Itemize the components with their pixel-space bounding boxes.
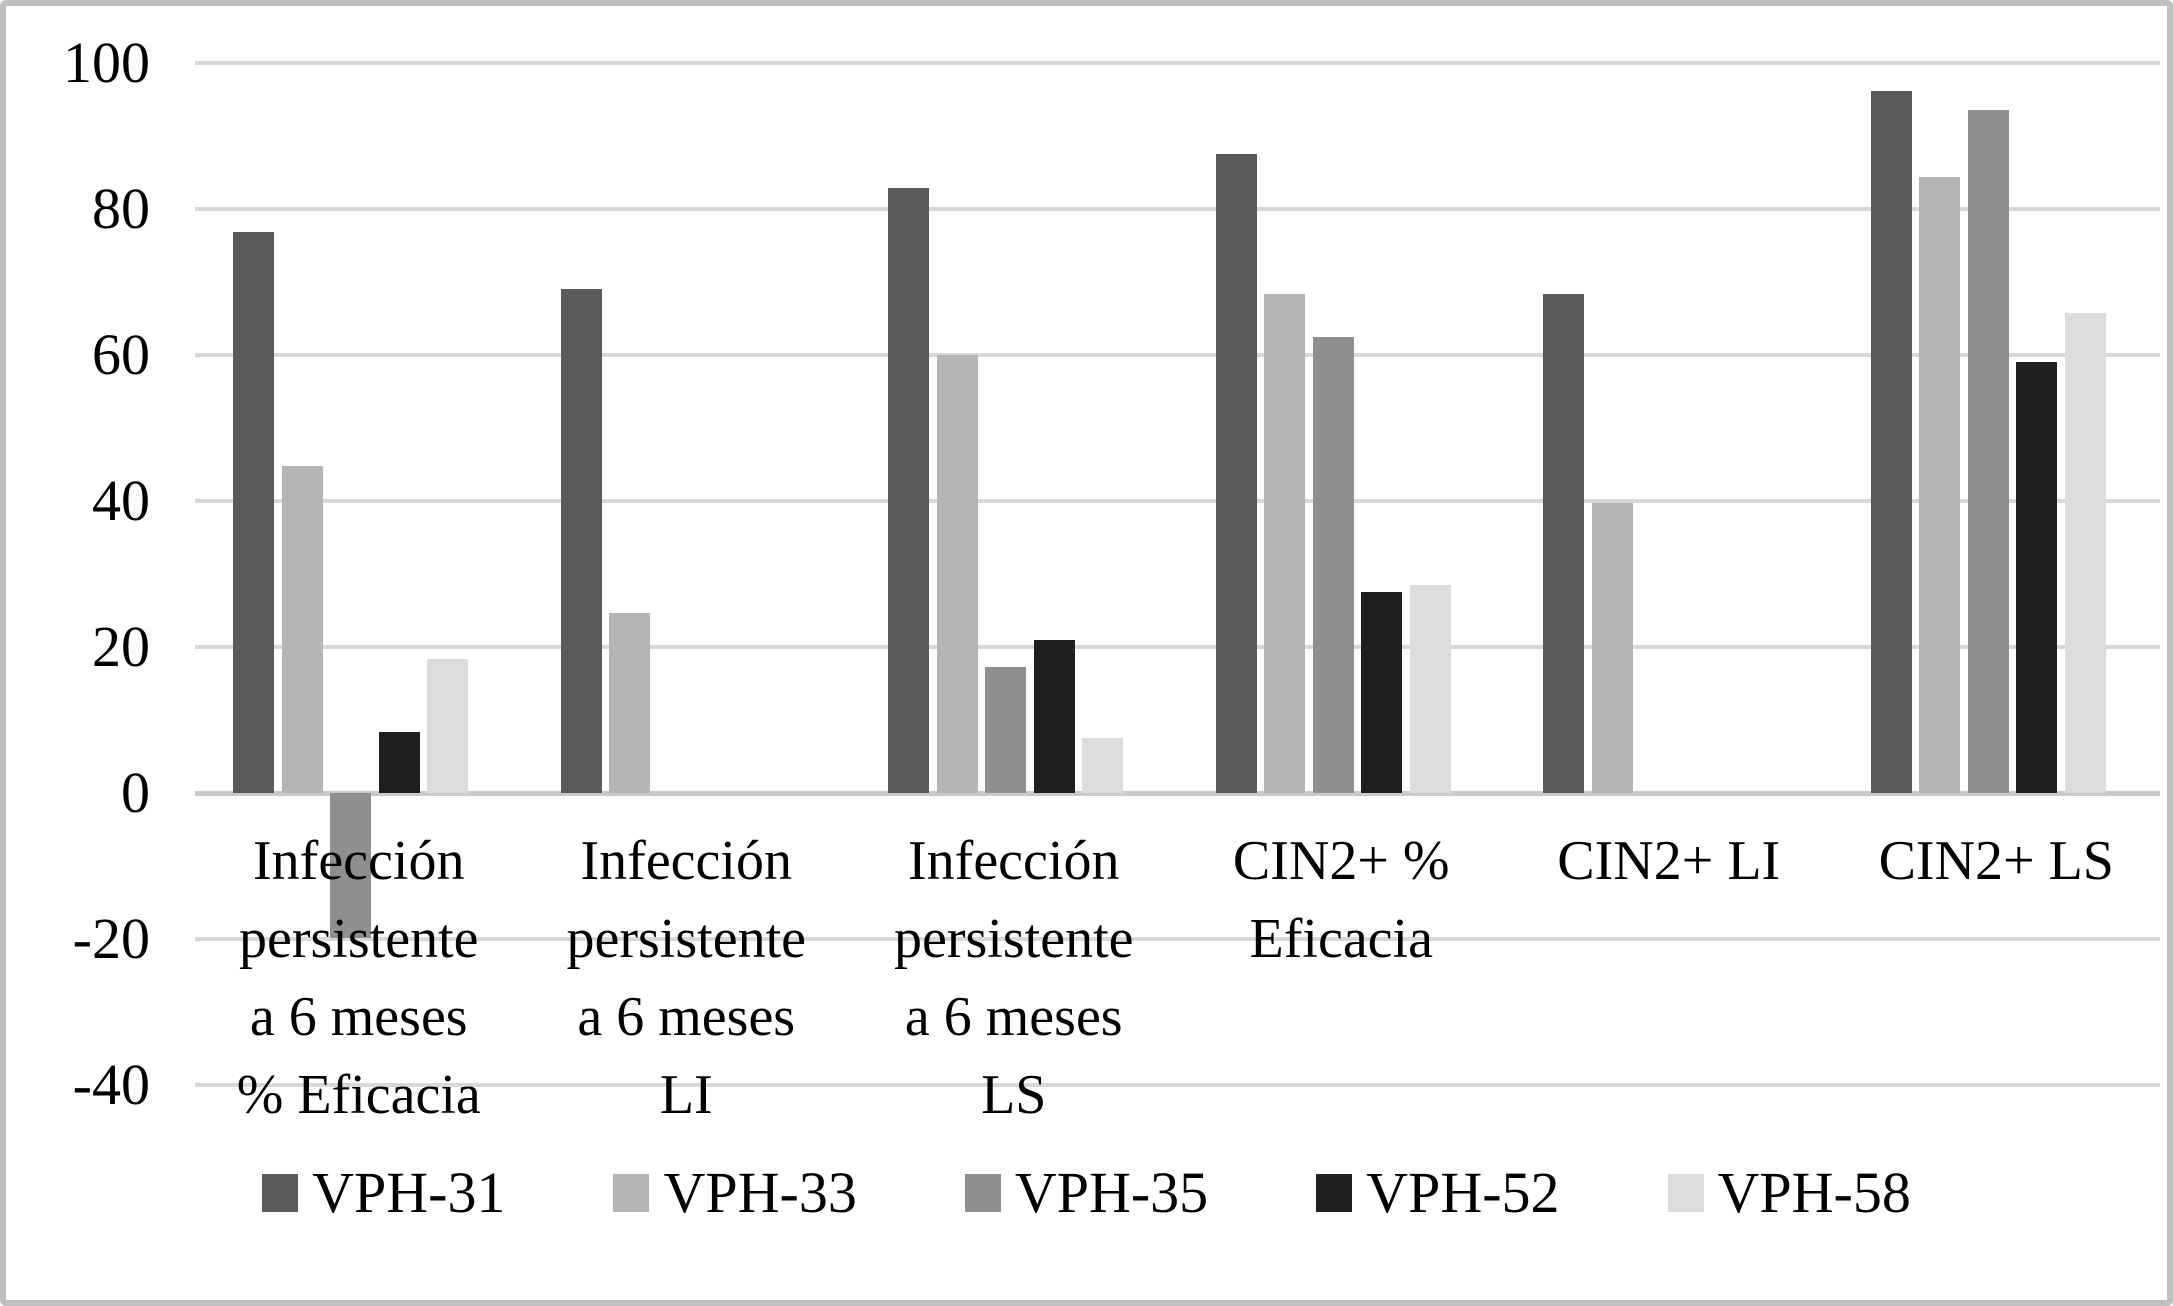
- x-axis-category-label: CIN2+ LS: [1878, 830, 2114, 892]
- bar-vph-58-cat3: [1082, 738, 1123, 793]
- legend-swatch-icon: [613, 1174, 650, 1212]
- bar-vph-58-cat6: [2064, 313, 2106, 793]
- bar-vph-33-cat3: [936, 355, 978, 793]
- bar-vph-33-cat2: [609, 613, 650, 793]
- legend-item-vph-52: VPH-52: [1316, 1160, 1560, 1225]
- bar-vph-35-cat6: [1967, 109, 2009, 793]
- bar-vph-31-cat1: [233, 232, 274, 793]
- legend-label: VPH-33: [663, 1160, 857, 1225]
- zero-axis-line: [195, 790, 2160, 796]
- legend: VPH-31 VPH-33 VPH-35 VPH-52 VPH-58: [0, 1163, 2173, 1223]
- bar-vph-31-cat4: [1215, 154, 1257, 793]
- bar-vph-58-cat4: [1409, 584, 1451, 793]
- x-axis-category-label: CIN2+ LI: [1557, 830, 1781, 892]
- bar-vph-52-cat1: [378, 732, 420, 793]
- bar-vph-35-cat1: [330, 793, 371, 938]
- x-axis-category-label: Infección persistente a 6 meses LS: [894, 830, 1134, 1126]
- bar-vph-58-cat1: [427, 659, 468, 793]
- bar-vph-52-cat4: [1361, 591, 1402, 793]
- legend-label: VPH-52: [1366, 1160, 1560, 1225]
- gridline: [195, 645, 2160, 649]
- bar-vph-31-cat3: [888, 187, 929, 793]
- bar-vph-33-cat4: [1264, 294, 1305, 793]
- gridline: [195, 499, 2160, 503]
- y-axis-tick-label: 80: [92, 176, 150, 241]
- legend-swatch-icon: [964, 1174, 1001, 1212]
- legend-item-vph-31: VPH-31: [262, 1163, 505, 1223]
- bar-vph-33-cat5: [1591, 503, 1633, 793]
- bar-vph-31-cat2: [560, 289, 602, 793]
- y-axis-tick-label: -40: [72, 1052, 150, 1117]
- y-axis-tick-label: 100: [63, 30, 150, 95]
- bar-vph-52-cat6: [2016, 361, 2057, 793]
- legend-label: VPH-31: [312, 1160, 506, 1225]
- x-axis-category-label: Infección persistente a 6 meses LI: [566, 830, 806, 1126]
- bar-vph-31-cat5: [1543, 294, 1584, 793]
- y-axis-tick-label: 40: [92, 468, 150, 533]
- legend-item-vph-33: VPH-33: [613, 1160, 857, 1225]
- y-axis-tick-label: 0: [121, 760, 150, 825]
- y-axis-tick-label: 20: [92, 614, 150, 679]
- legend-swatch-icon: [1667, 1174, 1704, 1212]
- gridline: [195, 1083, 2160, 1087]
- y-axis-tick-label: 60: [92, 322, 150, 387]
- legend-item-vph-58: VPH-58: [1667, 1160, 1911, 1225]
- gridline: [195, 353, 2160, 357]
- x-axis-category-label: Infección persistente a 6 meses % Eficac…: [236, 830, 481, 1126]
- bar-vph-35-cat4: [1312, 336, 1354, 793]
- legend-swatch-icon: [1316, 1174, 1353, 1212]
- gridline: [195, 937, 2160, 941]
- legend-item-vph-35: VPH-35: [964, 1160, 1209, 1225]
- bar-vph-33-cat1: [281, 465, 323, 793]
- legend-swatch-icon: [262, 1174, 299, 1212]
- bar-vph-31-cat6: [1870, 91, 1912, 793]
- bar-vph-52-cat3: [1033, 639, 1075, 793]
- bar-vph-33-cat6: [1919, 176, 1960, 793]
- x-axis-category-label: CIN2+ % Eficacia: [1232, 830, 1450, 970]
- legend-label: VPH-58: [1717, 1160, 1911, 1225]
- y-axis-tick-label: -20: [72, 906, 150, 971]
- bar-vph-35-cat3: [985, 667, 1026, 793]
- gridline: [195, 207, 2160, 211]
- legend-label: VPH-35: [1014, 1160, 1209, 1225]
- gridline: [195, 61, 2160, 65]
